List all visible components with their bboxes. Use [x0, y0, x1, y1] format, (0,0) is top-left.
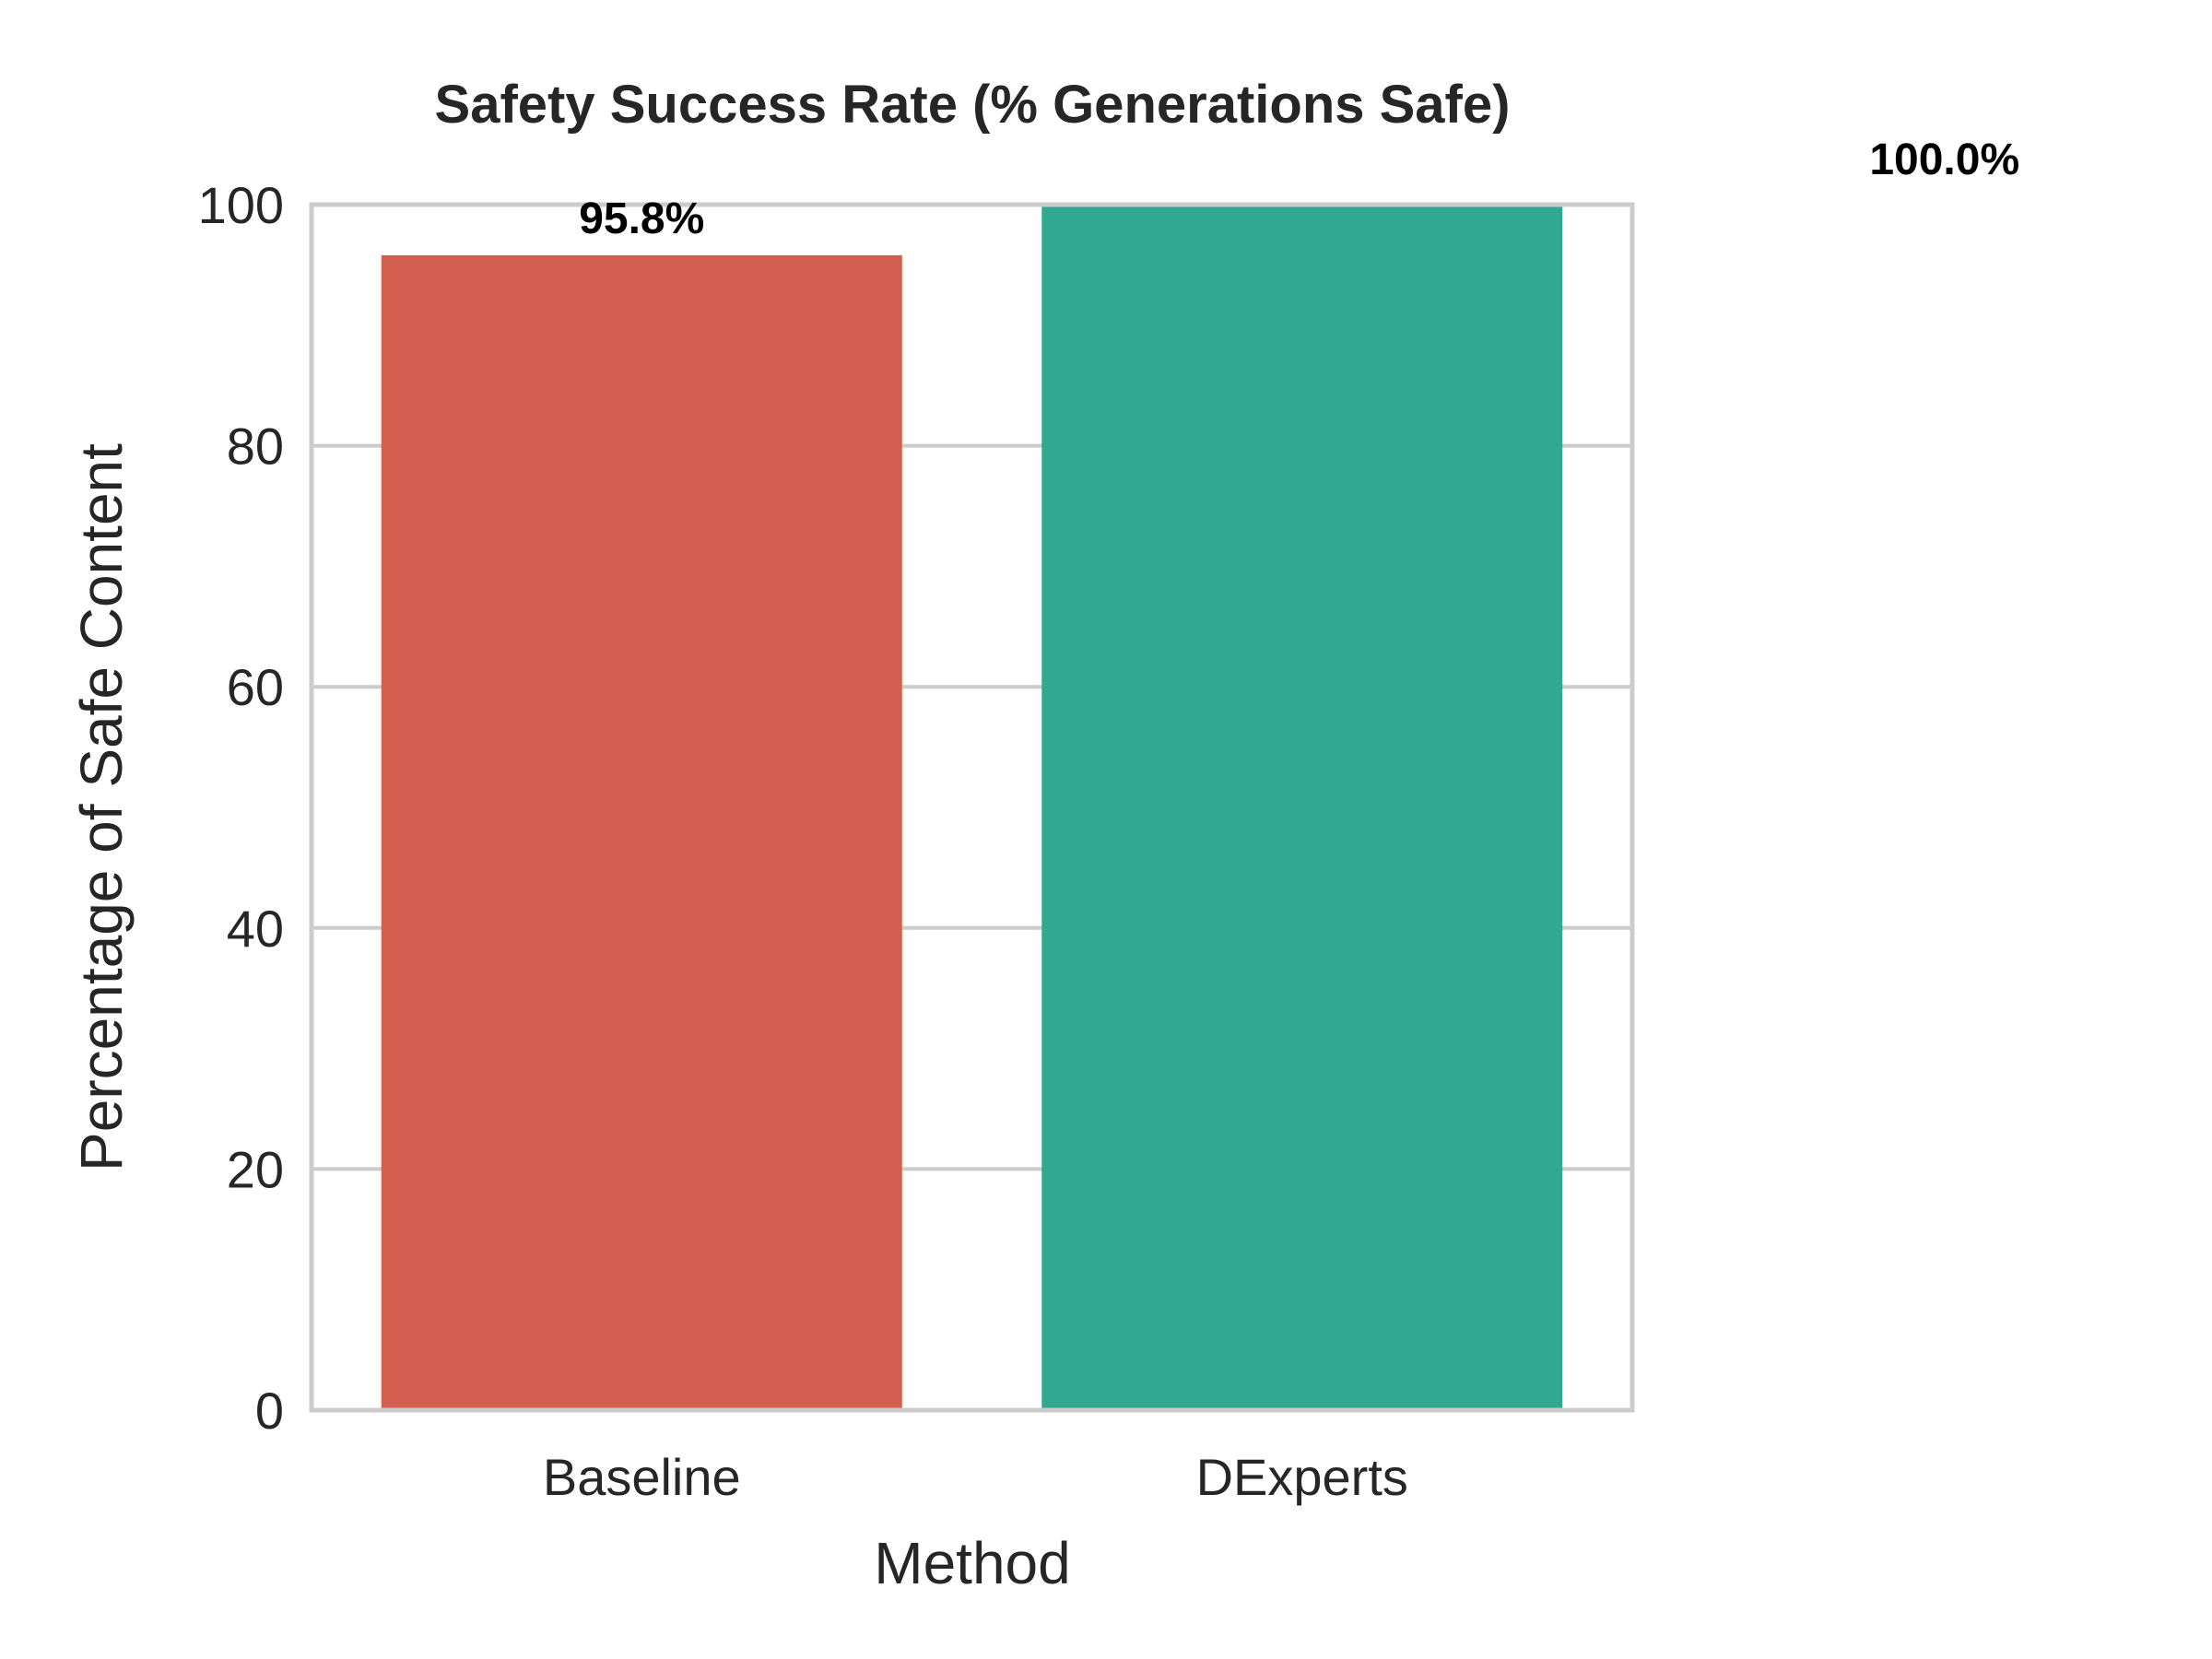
x-tick-label: DExperts: [1196, 1448, 1408, 1506]
data-labels: 95.8% 100.0%: [579, 135, 2019, 243]
y-tick-label: 80: [227, 418, 284, 476]
y-tick-label: 100: [198, 176, 284, 234]
data-label: 100.0%: [1869, 135, 2019, 184]
plot-frame: [309, 202, 1635, 1413]
y-tick-label: 40: [227, 900, 284, 958]
y-axis-ticks: 0 20 40 60 80 100: [198, 176, 284, 1440]
x-axis-ticks: Baseline DExperts: [543, 1448, 1408, 1506]
y-tick-label: 0: [255, 1382, 284, 1440]
bars: [381, 205, 1563, 1410]
y-tick-label: 60: [227, 658, 284, 716]
chart-title: Safety Success Rate (% Generations Safe): [435, 75, 1511, 135]
bar-dexperts: [1041, 205, 1563, 1410]
y-axis-label: Percentage of Safe Content: [68, 443, 135, 1171]
data-label: 95.8%: [579, 194, 704, 243]
x-tick-label: Baseline: [543, 1448, 741, 1506]
bar-baseline: [381, 254, 902, 1410]
x-axis-label: Method: [874, 1530, 1070, 1596]
y-tick-label: 20: [227, 1140, 284, 1198]
